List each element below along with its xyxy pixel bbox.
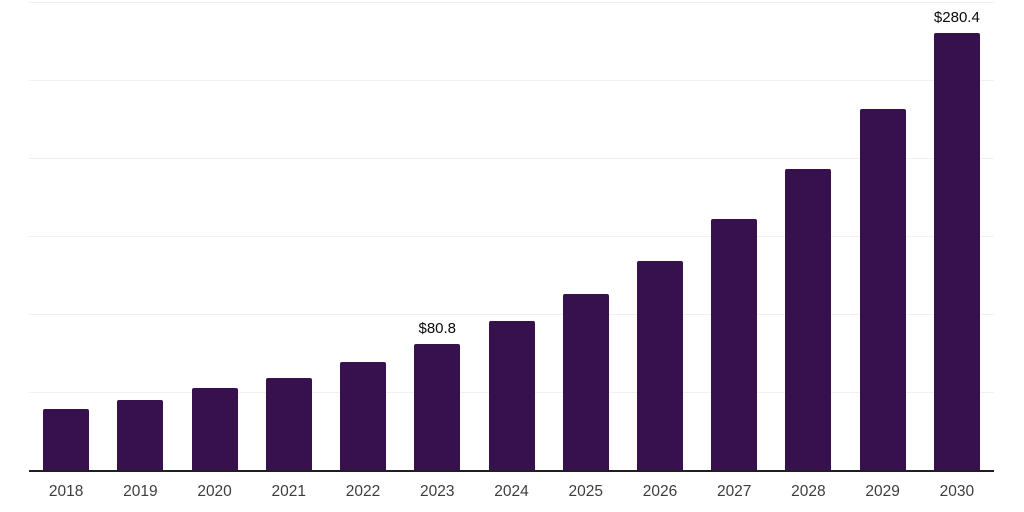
- x-tick-label-2024: 2024: [494, 483, 529, 500]
- bar-2030: [933, 32, 980, 470]
- x-tick-label-2022: 2022: [345, 483, 381, 500]
- bar-2028: [785, 169, 832, 470]
- plot-area: $80.8 $280.4: [29, 2, 994, 472]
- bar-2025: [562, 293, 609, 470]
- bar-2019: [117, 399, 164, 470]
- bar-2026: [636, 260, 683, 470]
- gridline-200: [29, 158, 994, 159]
- gridline-100: [29, 314, 994, 315]
- x-tick-label-2025: 2025: [568, 483, 603, 500]
- gridline-300: [29, 2, 994, 3]
- bar-2024: [488, 321, 535, 470]
- x-tick-label-2029: 2029: [865, 483, 900, 500]
- bar-2023: [414, 343, 461, 470]
- data-label-2023: $80.8: [418, 319, 457, 337]
- x-tick-label-2030: 2030: [939, 483, 975, 500]
- x-tick-label-2028: 2028: [791, 483, 826, 500]
- data-label-2030: $280.4: [933, 8, 980, 26]
- bar-2021: [265, 377, 312, 470]
- x-tick-label-2023: 2023: [420, 483, 455, 500]
- x-tick-label-2027: 2027: [716, 483, 752, 500]
- x-tick-label-2018: 2018: [48, 483, 84, 500]
- x-tick-label-2026: 2026: [642, 483, 678, 500]
- bar-2020: [191, 388, 238, 470]
- x-tick-label-2020: 2020: [197, 483, 232, 500]
- gridline-150: [29, 236, 994, 237]
- bar-2027: [711, 219, 758, 470]
- bar-2022: [340, 361, 387, 470]
- x-tick-label-2019: 2019: [123, 483, 158, 500]
- gridline-250: [29, 80, 994, 81]
- bar-2029: [859, 109, 906, 470]
- bar-2018: [43, 408, 90, 470]
- x-tick-label-2021: 2021: [271, 483, 307, 500]
